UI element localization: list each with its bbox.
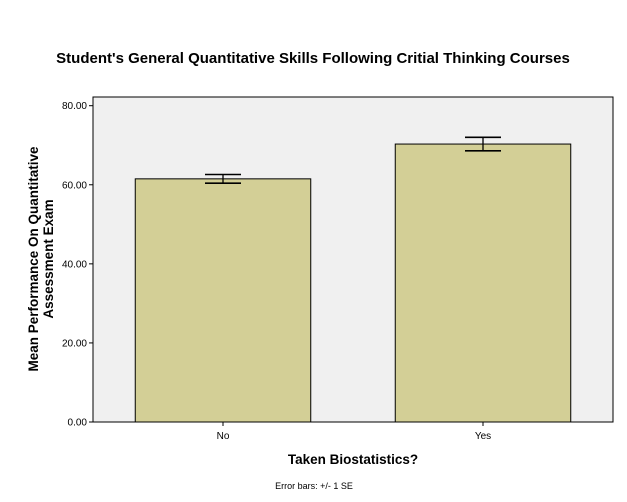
y-tick-label: 60.00 — [62, 180, 87, 191]
y-axis-title-line-1: Mean Performance On Quantitative — [26, 146, 41, 372]
y-tick-label: 20.00 — [62, 338, 87, 349]
x-tick-label: No — [217, 431, 230, 442]
bars — [134, 136, 572, 423]
bar-yes — [394, 143, 572, 423]
error-bars-note: Error bars: +/- 1 SE — [275, 481, 353, 491]
chart-title: Student's General Quantitative Skills Fo… — [56, 50, 570, 67]
y-tick-label: 0.00 — [68, 418, 88, 429]
x-tick-label: Yes — [475, 431, 491, 442]
y-axis-title-line-2: Assessment Exam — [41, 199, 56, 318]
y-tick-label: 40.00 — [62, 259, 87, 270]
x-axis: No Yes — [217, 422, 491, 442]
y-tick-label: 80.00 — [62, 101, 87, 112]
x-axis-title: Taken Biostatistics? — [288, 452, 418, 467]
bar-no — [134, 178, 312, 423]
y-axis: 0.00 20.00 40.00 60.00 80.00 — [62, 101, 93, 429]
